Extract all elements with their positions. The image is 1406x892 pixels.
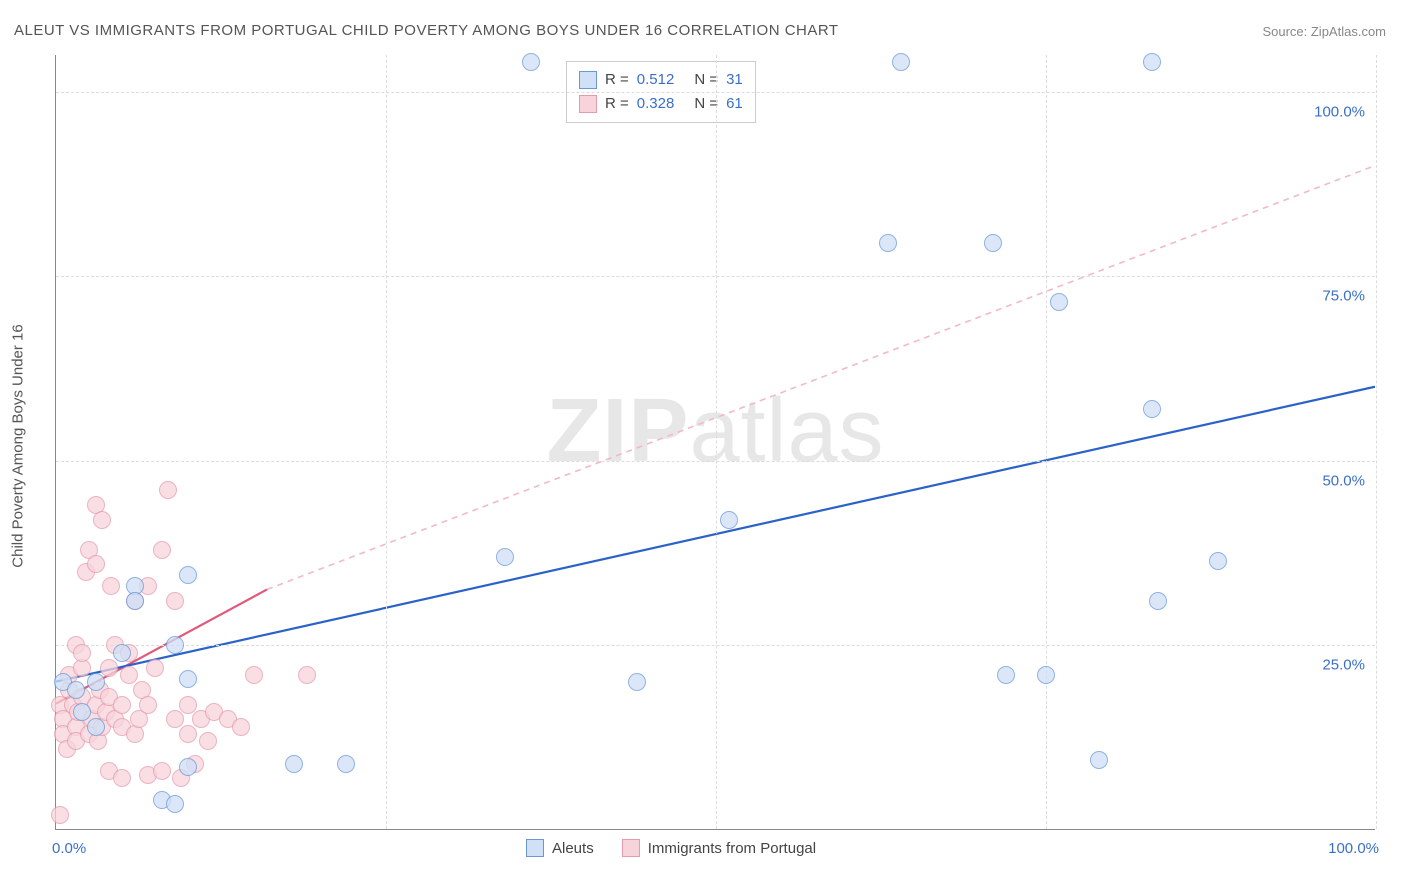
scatter-point-aleuts (1143, 400, 1161, 418)
grid-line-vertical (1046, 55, 1047, 829)
scatter-point-aleuts (1037, 666, 1055, 684)
scatter-point-aleuts (337, 755, 355, 773)
legend-series: Aleuts Immigrants from Portugal (526, 839, 816, 857)
y-tick-label: 25.0% (1322, 657, 1365, 674)
legend-item-aleuts: Aleuts (526, 839, 594, 857)
scatter-point-portugal (87, 555, 105, 573)
legend-swatch-aleuts-icon (526, 839, 544, 857)
scatter-point-aleuts (879, 234, 897, 252)
scatter-point-portugal (166, 592, 184, 610)
scatter-point-aleuts (179, 758, 197, 776)
legend-swatch-portugal (579, 95, 597, 113)
scatter-point-portugal (146, 659, 164, 677)
watermark-bold: ZIP (546, 381, 689, 481)
scatter-point-portugal (100, 659, 118, 677)
scatter-point-aleuts (179, 566, 197, 584)
scatter-point-portugal (73, 644, 91, 662)
scatter-point-portugal (113, 769, 131, 787)
scatter-point-aleuts (179, 670, 197, 688)
scatter-point-portugal (153, 541, 171, 559)
scatter-point-portugal (113, 696, 131, 714)
grid-line-vertical (386, 55, 387, 829)
chart-title: ALEUT VS IMMIGRANTS FROM PORTUGAL CHILD … (14, 22, 839, 39)
r-label: R = (605, 68, 629, 92)
scatter-point-portugal (51, 806, 69, 824)
scatter-point-aleuts (628, 673, 646, 691)
scatter-point-portugal (232, 718, 250, 736)
r-label: R = (605, 92, 629, 116)
scatter-point-aleuts (113, 644, 131, 662)
legend-label-aleuts: Aleuts (552, 840, 594, 857)
plot-area: ZIPatlas R = 0.512 N = 31 R = 0.328 N = … (55, 55, 1375, 830)
scatter-point-portugal (245, 666, 263, 684)
legend-row-portugal: R = 0.328 N = 61 (579, 92, 743, 116)
scatter-point-portugal (179, 696, 197, 714)
y-axis-title: Child Poverty Among Boys Under 16 (10, 324, 27, 567)
scatter-point-aleuts (1090, 751, 1108, 769)
scatter-point-aleuts (1050, 293, 1068, 311)
scatter-point-aleuts (1143, 53, 1161, 71)
n-value-portugal: 61 (726, 92, 743, 116)
legend-swatch-aleuts (579, 71, 597, 89)
grid-line-vertical (716, 55, 717, 829)
scatter-point-portugal (298, 666, 316, 684)
watermark-rest: atlas (689, 381, 884, 481)
scatter-point-portugal (166, 710, 184, 728)
scatter-point-aleuts (997, 666, 1015, 684)
scatter-point-aleuts (285, 755, 303, 773)
scatter-point-aleuts (1209, 552, 1227, 570)
scatter-point-portugal (199, 732, 217, 750)
r-value-aleuts: 0.512 (637, 68, 675, 92)
legend-label-portugal: Immigrants from Portugal (648, 840, 816, 857)
legend-row-aleuts: R = 0.512 N = 31 (579, 68, 743, 92)
scatter-point-portugal (139, 696, 157, 714)
n-label: N = (694, 92, 718, 116)
legend-item-portugal: Immigrants from Portugal (622, 839, 816, 857)
legend-swatch-portugal-icon (622, 839, 640, 857)
source-label: Source: ZipAtlas.com (1262, 24, 1386, 39)
scatter-point-aleuts (67, 681, 85, 699)
scatter-point-aleuts (892, 53, 910, 71)
r-value-portugal: 0.328 (637, 92, 675, 116)
x-tick-100: 100.0% (1328, 840, 1379, 857)
x-tick-0: 0.0% (52, 840, 86, 857)
grid-line-vertical (1376, 55, 1377, 829)
scatter-point-portugal (159, 481, 177, 499)
y-tick-label: 50.0% (1322, 472, 1365, 489)
n-label: N = (694, 68, 718, 92)
scatter-point-aleuts (496, 548, 514, 566)
scatter-point-aleuts (166, 636, 184, 654)
scatter-point-aleuts (87, 718, 105, 736)
scatter-point-portugal (153, 762, 171, 780)
scatter-point-portugal (120, 666, 138, 684)
scatter-point-aleuts (73, 703, 91, 721)
chart-container: ALEUT VS IMMIGRANTS FROM PORTUGAL CHILD … (0, 0, 1406, 892)
scatter-point-aleuts (126, 592, 144, 610)
y-tick-label: 100.0% (1314, 103, 1365, 120)
scatter-point-aleuts (984, 234, 1002, 252)
scatter-point-aleuts (87, 673, 105, 691)
scatter-point-aleuts (720, 511, 738, 529)
scatter-point-portugal (102, 577, 120, 595)
scatter-point-aleuts (522, 53, 540, 71)
n-value-aleuts: 31 (726, 68, 743, 92)
scatter-point-aleuts (166, 795, 184, 813)
scatter-point-portugal (179, 725, 197, 743)
scatter-point-portugal (93, 511, 111, 529)
scatter-point-aleuts (1149, 592, 1167, 610)
y-tick-label: 75.0% (1322, 288, 1365, 305)
